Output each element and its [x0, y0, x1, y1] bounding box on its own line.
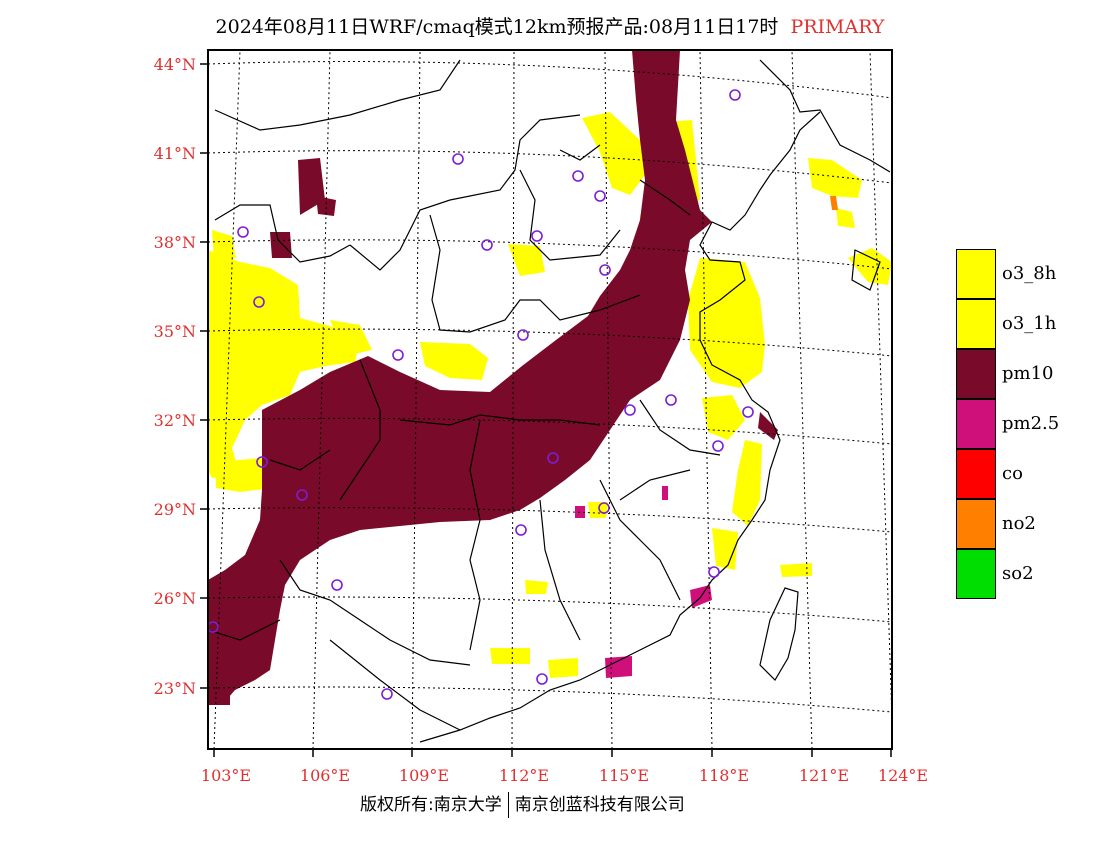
map-title: 2024年08月11日WRF/cmaq模式12km预报产品:08月11日17时 P… — [0, 12, 1100, 39]
pollutant-legend: o3_8h o3_1h pm10 pm2.5 co no2 so2 — [956, 249, 1076, 599]
pm10-field — [208, 50, 778, 705]
lat-label-38: 38°N — [153, 233, 196, 252]
legend-item-pm25: pm2.5 — [956, 399, 1076, 449]
legend-item-no2: no2 — [956, 499, 1076, 549]
lon-label-109: 109°E — [398, 766, 450, 785]
legend-label: o3_8h — [1002, 263, 1057, 284]
axis-ticks — [200, 63, 892, 757]
legend-item-co: co — [956, 449, 1076, 499]
copyright-footer: 版权所有:南京大学 南京创蓝科技有限公司 — [360, 790, 685, 818]
legend-label: so2 — [1002, 563, 1034, 584]
lat-label-41: 41°N — [153, 144, 196, 163]
title-main: 2024年08月11日WRF/cmaq模式12km预报产品:08月11日17时 — [215, 16, 779, 38]
legend-item-o3-1h: o3_1h — [956, 299, 1076, 349]
lat-label-32: 32°N — [153, 411, 196, 430]
legend-label: pm10 — [1002, 363, 1054, 384]
legend-item-so2: so2 — [956, 549, 1076, 599]
legend-label: pm2.5 — [1002, 413, 1060, 434]
lat-label-23: 23°N — [153, 679, 196, 698]
legend-item-pm10: pm10 — [956, 349, 1076, 399]
title-tag: PRIMARY — [790, 16, 885, 38]
copyright-left: 版权所有:南京大学 — [360, 795, 502, 815]
graticule — [208, 50, 892, 749]
lat-label-35: 35°N — [153, 322, 196, 341]
lat-label-29: 29°N — [153, 500, 196, 519]
legend-swatch — [956, 349, 996, 399]
legend-swatch — [956, 399, 996, 449]
station-markers — [208, 89, 754, 700]
legend-swatch — [956, 499, 996, 549]
lat-label-26: 26°N — [153, 589, 196, 608]
map-frame — [207, 49, 893, 750]
legend-swatch — [956, 549, 996, 599]
lon-label-103: 103°E — [200, 766, 252, 785]
lon-label-106: 106°E — [299, 766, 351, 785]
legend-swatch — [956, 299, 996, 349]
lat-label-44: 44°N — [153, 55, 196, 74]
lon-label-118: 118°E — [698, 766, 750, 785]
legend-label: co — [1002, 463, 1023, 484]
legend-label: no2 — [1002, 513, 1036, 534]
coastline — [208, 59, 891, 743]
copyright-separator — [507, 792, 509, 818]
lon-label-121: 121°E — [798, 766, 850, 785]
lon-label-112: 112°E — [498, 766, 550, 785]
no2-field — [830, 196, 838, 210]
legend-swatch — [956, 249, 996, 299]
pm25-field — [575, 486, 712, 678]
legend-label: o3_1h — [1002, 313, 1057, 334]
legend-swatch — [956, 449, 996, 499]
copyright-right: 南京创蓝科技有限公司 — [514, 795, 685, 815]
legend-item-o3-8h: o3_8h — [956, 249, 1076, 299]
lon-label-124: 124°E — [877, 766, 929, 785]
lon-label-115: 115°E — [598, 766, 650, 785]
